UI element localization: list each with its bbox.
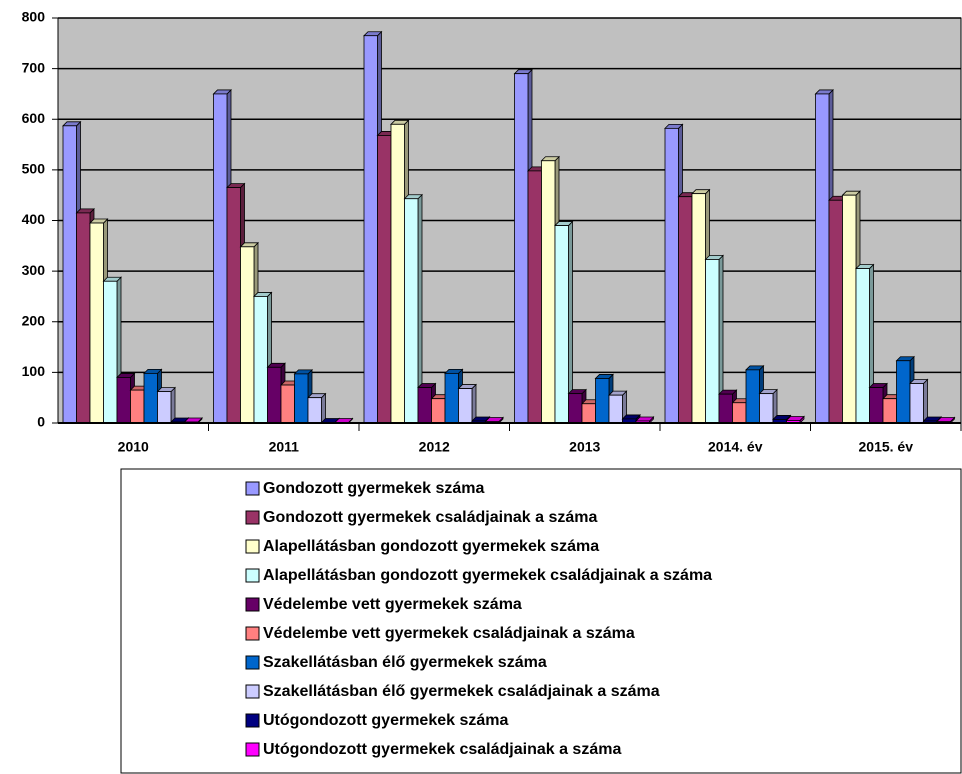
bar — [732, 402, 747, 424]
bar — [226, 187, 241, 424]
bar — [213, 93, 228, 424]
legend-swatch — [245, 481, 260, 496]
bar — [608, 394, 623, 424]
y-tick-label: 600 — [22, 110, 46, 126]
legend-swatch — [245, 568, 260, 583]
bar — [390, 123, 405, 424]
legend-label: Gondozott gyermekek családjainak a száma — [263, 509, 597, 526]
y-tick-label: 200 — [22, 312, 46, 328]
bar — [294, 373, 309, 424]
x-tick-label: 2014. év — [708, 439, 763, 455]
bar — [267, 366, 282, 424]
bar — [143, 372, 158, 424]
y-tick-label: 800 — [22, 9, 46, 25]
x-tick-label: 2010 — [118, 439, 149, 455]
bar — [404, 198, 419, 424]
bar — [103, 280, 118, 424]
bar — [842, 194, 857, 424]
legend-label: Védelembe vett gyermekek száma — [263, 596, 522, 613]
bar — [882, 398, 897, 424]
bar — [664, 127, 679, 424]
bar — [130, 389, 145, 424]
bar — [377, 135, 392, 424]
legend-label: Szakellátásban élő gyermekek családjaina… — [263, 683, 660, 700]
x-tick-label: 2013 — [569, 439, 600, 455]
bar — [718, 393, 733, 424]
legend-label: Alapellátásban gondozott gyermekek száma — [263, 538, 599, 555]
bar — [157, 391, 172, 424]
bar — [869, 387, 884, 424]
bar — [458, 388, 473, 424]
bar-side — [170, 386, 176, 424]
legend-swatch — [245, 597, 260, 612]
y-tick-label: 300 — [22, 262, 46, 278]
bar — [678, 196, 693, 424]
y-tick-label: 500 — [22, 161, 46, 177]
bar — [828, 199, 843, 424]
bar — [62, 125, 77, 424]
bar — [363, 35, 378, 424]
bar — [541, 160, 556, 424]
bar — [855, 268, 870, 424]
y-tick-label: 700 — [22, 59, 46, 75]
bar — [307, 397, 322, 424]
bar — [568, 393, 583, 424]
y-tick-label: 0 — [37, 414, 45, 430]
bar — [444, 372, 459, 424]
legend-label: Védelembe vett gyermekek családjainak a … — [263, 625, 635, 642]
bar — [554, 225, 569, 424]
legend-label: Utógondozott gyermekek családjainak a sz… — [263, 741, 621, 758]
legend-swatch — [245, 510, 260, 525]
bar-side — [923, 378, 928, 424]
bar — [417, 387, 432, 424]
x-tick-label: 2015. év — [859, 439, 914, 455]
bar — [745, 369, 760, 424]
legend-swatch — [245, 742, 260, 757]
y-tick-label: 100 — [22, 363, 46, 379]
bar — [76, 212, 91, 424]
x-tick-label: 2012 — [419, 439, 450, 455]
bar — [89, 222, 104, 424]
legend-label: Utógondozott gyermekek száma — [263, 712, 508, 729]
bar — [253, 296, 268, 424]
bar — [595, 378, 610, 424]
legend-swatch — [245, 713, 260, 728]
legend-swatch — [245, 626, 260, 641]
bar — [581, 403, 596, 424]
bar — [759, 393, 774, 424]
legend-label: Gondozott gyermekek száma — [263, 480, 485, 497]
y-tick-label: 400 — [22, 211, 46, 227]
bar — [116, 377, 131, 424]
bar — [815, 93, 830, 424]
legend-swatch — [245, 655, 260, 670]
legend-swatch — [245, 539, 260, 554]
legend-label: Szakellátásban élő gyermekek száma — [263, 654, 547, 671]
bar — [280, 384, 295, 424]
bar — [909, 383, 924, 424]
bar — [514, 73, 529, 424]
bar — [431, 398, 446, 424]
legend-box — [120, 468, 962, 774]
x-tick-label: 2011 — [269, 439, 300, 455]
legend-swatch — [245, 684, 260, 699]
bar — [691, 193, 706, 424]
bar — [527, 170, 542, 424]
bar — [705, 259, 720, 424]
bar — [896, 360, 911, 424]
legend-label: Alapellátásban gondozott gyermekek csalá… — [263, 567, 712, 584]
bar — [240, 246, 255, 424]
